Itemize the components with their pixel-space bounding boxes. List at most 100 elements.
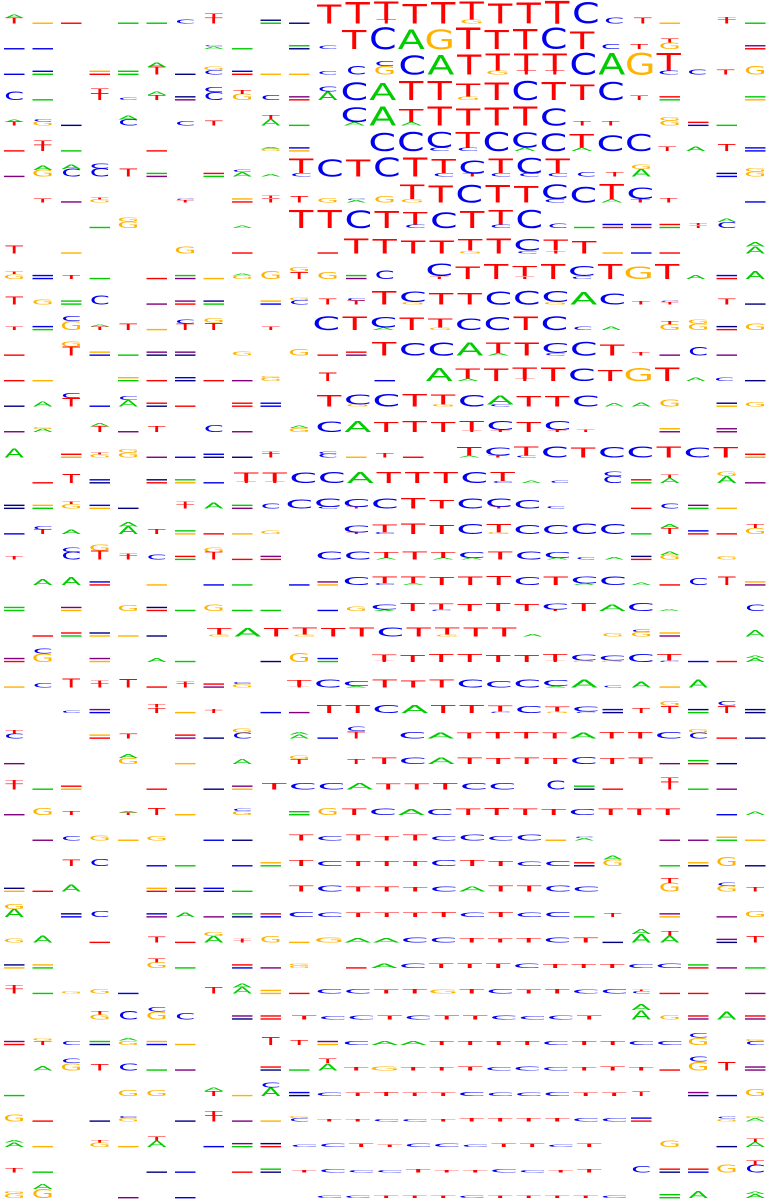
noise-letter: A <box>746 1141 765 1149</box>
baseline-bar <box>688 507 709 510</box>
motif-letter: A <box>401 703 428 716</box>
flank-letter: T <box>631 351 651 356</box>
motif-minor-letter: A <box>374 609 395 611</box>
noise-letter: C <box>688 576 708 588</box>
motif-letter: T <box>576 1169 603 1174</box>
noise-letter: T <box>61 345 80 359</box>
noise-letter: G <box>744 170 766 178</box>
noise-letter: G <box>32 168 54 179</box>
motif-minor-letter: T <box>345 532 366 535</box>
motif-letter: C <box>347 1169 375 1173</box>
noise-letter: T <box>61 677 80 691</box>
noise-letter: G <box>687 1036 709 1048</box>
flank-letter: A <box>632 582 652 586</box>
baseline-bar <box>175 351 196 353</box>
noise-letter: C <box>61 167 81 179</box>
motif-minor-letter: T <box>514 276 535 280</box>
noise-letter: G <box>630 163 652 170</box>
motif-letter: T <box>487 0 513 31</box>
baseline-bar <box>146 303 167 305</box>
noise-letter: G <box>374 65 396 78</box>
motif-letter: T <box>457 1040 484 1046</box>
motif-letter: C <box>540 313 568 335</box>
motif-letter: C <box>289 470 317 487</box>
noise-letter: A <box>176 911 195 918</box>
noise-letter: T <box>90 1011 110 1016</box>
motif-letter: C <box>515 1092 543 1097</box>
baseline-bar <box>175 609 196 612</box>
baseline-bar <box>289 1094 310 1097</box>
noise-letter: G <box>203 546 225 553</box>
noise-letter: G <box>231 274 253 280</box>
baseline-bar <box>232 916 253 918</box>
baseline-bar <box>61 632 82 634</box>
motif-minor-letter: A <box>401 121 423 126</box>
noise-letter: G <box>602 632 624 637</box>
noise-letter: G <box>659 700 681 707</box>
motif-minor-letter: T <box>544 609 565 611</box>
baseline-bar <box>716 175 737 178</box>
motif-letter: C <box>513 963 541 970</box>
motif-letter: T <box>433 1015 460 1021</box>
baseline-bar <box>232 1142 253 1145</box>
noise-letter: G <box>117 756 139 765</box>
baseline-bar <box>146 277 167 280</box>
motif-letter: C <box>426 807 454 817</box>
baseline-bar <box>4 150 25 152</box>
baseline-bar <box>175 99 196 101</box>
flank-letter: T <box>576 428 596 433</box>
noise-letter: G <box>744 910 766 919</box>
noise-letter: T <box>745 886 764 893</box>
motif-minor-letter: C <box>374 583 396 586</box>
motif-minor-letter: G <box>545 711 569 713</box>
baseline-bar <box>346 277 367 280</box>
logo-row: T C C C T T T C C T TT C G CT <box>4 1159 765 1175</box>
motif-letter: T <box>288 859 314 868</box>
noise-letter: T <box>90 1139 110 1143</box>
baseline-bar <box>745 150 766 152</box>
motif-letter: T <box>484 180 509 208</box>
flank-letter: A <box>686 274 705 280</box>
baseline-bar <box>289 814 310 816</box>
motif-minor-letter: T <box>544 660 565 662</box>
motif-letter: T <box>655 49 682 77</box>
motif-letter: A <box>373 937 401 944</box>
motif-letter: T <box>373 989 400 995</box>
baseline-bar <box>61 788 82 790</box>
baseline-bar <box>175 555 196 558</box>
noise-letter: T <box>717 704 737 716</box>
motif-letter: T <box>401 550 427 562</box>
baseline-bar <box>716 737 737 739</box>
motif-letter: C <box>317 781 345 792</box>
motif-letter: T <box>455 23 481 57</box>
noise-letter: T <box>204 709 224 711</box>
baseline-bar <box>346 351 367 353</box>
noise-letter: G <box>602 858 624 868</box>
noise-letter: C <box>175 19 195 25</box>
motif-letter: C <box>541 288 569 305</box>
noise-letter: T <box>90 1062 109 1073</box>
baseline-bar <box>203 175 224 178</box>
baseline-bar <box>289 711 310 714</box>
motif-letter: C <box>513 498 541 512</box>
baseline-bar <box>61 303 82 305</box>
noise-letter: T <box>261 114 280 120</box>
baseline-bar <box>232 507 253 510</box>
noise-letter: A <box>62 576 82 588</box>
baseline-bar <box>4 504 25 507</box>
motif-letter: T <box>483 261 509 284</box>
noise-letter: G <box>117 1117 139 1123</box>
motif-letter: T <box>599 1040 626 1046</box>
motif-letter: C <box>483 314 511 334</box>
noise-letter: A <box>5 1141 24 1148</box>
motif-letter: C <box>372 391 400 410</box>
motif-letter: T <box>513 181 539 208</box>
motif-letter: T <box>373 1195 400 1199</box>
motif-letter: C <box>316 835 344 842</box>
noise-letter: T <box>204 119 223 127</box>
noise-letter: C <box>204 90 224 103</box>
motif-letter: T <box>544 0 570 31</box>
noise-letter: T <box>118 732 137 740</box>
